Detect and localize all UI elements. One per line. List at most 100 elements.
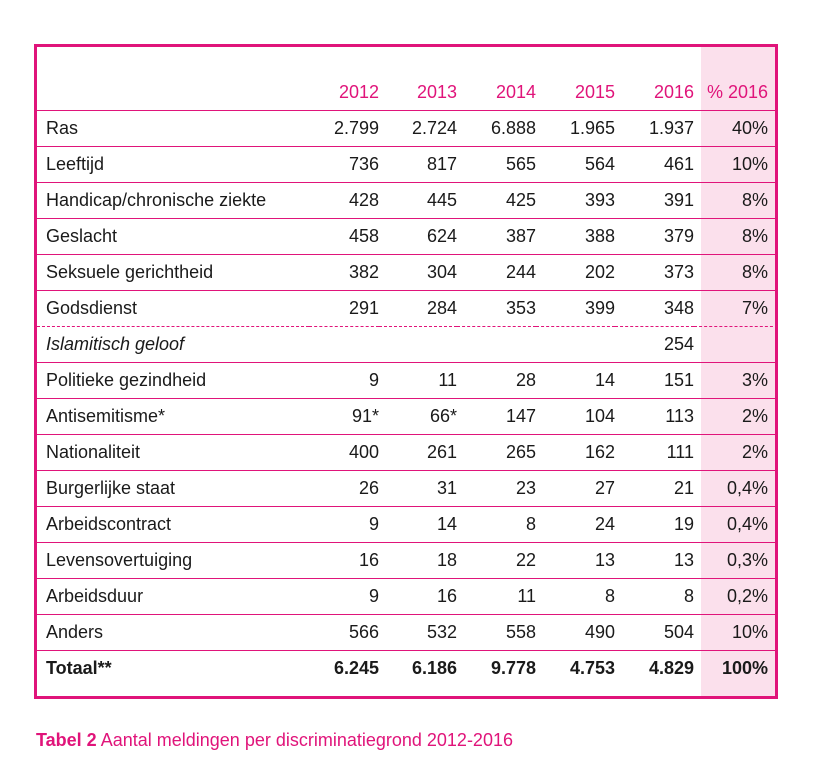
table-row: Levensovertuiging 16 18 22 13 13 0,3%	[37, 542, 775, 579]
percent-cell: 8%	[694, 254, 775, 291]
row-label: Anders	[37, 614, 309, 651]
table-row: Anders 566 532 558 490 504 10%	[37, 614, 775, 651]
value-cell: 66*	[379, 398, 457, 435]
value-cell: 113	[615, 398, 694, 435]
value-cell: 373	[615, 254, 694, 291]
row-label: Geslacht	[37, 218, 309, 255]
value-cell: 736	[309, 146, 379, 183]
value-cell: 6.186	[411, 657, 457, 678]
table-row: Godsdienst 291 284 353 399 348 7%	[37, 290, 775, 327]
value-cell: 624	[379, 218, 457, 255]
value-cell: 387	[457, 218, 536, 255]
value-cell: 2.724	[379, 110, 457, 147]
value-cell: 28	[457, 362, 536, 399]
value-cell: 284	[379, 290, 457, 327]
row-label: Levensovertuiging	[37, 542, 309, 579]
table-frame: 2012 2013 2014 2015 2016 % 2016 Ras 2.799…	[34, 44, 778, 699]
value-cell: 400	[309, 434, 379, 471]
row-label: Islamitisch geloof	[37, 326, 309, 363]
percent-cell	[694, 326, 775, 363]
header-row: 2012 2013 2014 2015 2016 % 2016	[37, 76, 775, 111]
table-row: Antisemitisme* 91* 66* 147 104 113 2%	[37, 398, 775, 435]
percent-cell: 8%	[694, 218, 775, 255]
value-cell: 13	[536, 542, 615, 579]
value-cell: 6.888	[457, 110, 536, 147]
value-cell	[309, 326, 379, 363]
table-row: Burgerlijke staat 26 31 23 27 21 0,4%	[37, 470, 775, 507]
row-label: Antisemitisme*	[37, 398, 309, 435]
percent-cell: 8%	[694, 182, 775, 219]
row-label: Ras	[37, 110, 309, 147]
caption-text: Aantal meldingen per discriminatiegrond …	[100, 730, 513, 750]
value-cell: 353	[457, 290, 536, 327]
value-cell: 2.799	[309, 110, 379, 147]
percent-cell: 2%	[694, 434, 775, 471]
percent-cell: 2%	[694, 398, 775, 435]
value-cell: 254	[615, 326, 694, 363]
value-cell: 566	[309, 614, 379, 651]
percent-cell: 0,3%	[694, 542, 775, 579]
percent-cell: 0,4%	[694, 506, 775, 543]
value-cell: 564	[536, 146, 615, 183]
table-row: Ras 2.799 2.724 6.888 1.965 1.937 40%	[37, 110, 775, 147]
value-cell: 151	[615, 362, 694, 399]
value-cell: 348	[615, 290, 694, 327]
value-cell: 9	[309, 362, 379, 399]
row-label: Godsdienst	[37, 290, 309, 327]
header-2015: 2015	[536, 76, 615, 111]
value-cell: 162	[536, 434, 615, 471]
value-cell: 147	[457, 398, 536, 435]
value-cell	[536, 326, 615, 363]
row-label: Handicap/chronische ziekte	[37, 182, 309, 219]
value-cell: 388	[536, 218, 615, 255]
value-cell: 428	[309, 182, 379, 219]
percent-cell: 0,2%	[694, 578, 775, 615]
value-cell: 558	[457, 614, 536, 651]
value-cell: 8	[615, 578, 694, 615]
value-cell: 21	[615, 470, 694, 507]
row-label: Leeftijd	[37, 146, 309, 183]
value-cell: 9	[309, 506, 379, 543]
caption-number: Tabel 2	[36, 730, 97, 750]
row-label: Totaal**	[46, 657, 112, 678]
value-cell: 111	[615, 434, 694, 471]
value-cell: 817	[379, 146, 457, 183]
header-pct-2016: % 2016	[694, 76, 775, 111]
value-cell: 291	[309, 290, 379, 327]
value-cell: 265	[457, 434, 536, 471]
table-row: Arbeidsduur 9 16 11 8 8 0,2%	[37, 578, 775, 615]
value-cell: 26	[309, 470, 379, 507]
value-cell: 393	[536, 182, 615, 219]
header-2012: 2012	[309, 76, 379, 111]
value-cell: 445	[379, 182, 457, 219]
value-cell: 19	[615, 506, 694, 543]
header-label	[37, 76, 309, 111]
value-cell: 458	[309, 218, 379, 255]
table-row: Totaal** 6.245 6.186 9.778 4.753 4.829 100%	[37, 650, 775, 686]
value-cell: 504	[615, 614, 694, 651]
header-2013: 2013	[379, 76, 457, 111]
value-cell: 379	[615, 218, 694, 255]
value-cell: 104	[536, 398, 615, 435]
header-2014: 2014	[457, 76, 536, 111]
value-cell: 9	[309, 578, 379, 615]
percent-cell: 3%	[694, 362, 775, 399]
value-cell: 11	[457, 578, 536, 615]
percent-cell: 10%	[694, 146, 775, 183]
value-cell: 16	[379, 578, 457, 615]
value-cell: 91*	[309, 398, 379, 435]
table-row: Geslacht 458 624 387 388 379 8%	[37, 218, 775, 255]
value-cell: 1.937	[615, 110, 694, 147]
table-row: Arbeidscontract 9 14 8 24 19 0,4%	[37, 506, 775, 543]
percent-cell: 40%	[694, 110, 775, 147]
value-cell: 461	[615, 146, 694, 183]
percent-cell: 0,4%	[694, 470, 775, 507]
header-2016: 2016	[615, 76, 694, 111]
value-cell: 27	[536, 470, 615, 507]
row-label: Seksuele gerichtheid	[37, 254, 309, 291]
value-cell: 24	[536, 506, 615, 543]
value-cell: 304	[379, 254, 457, 291]
value-cell: 1.965	[536, 110, 615, 147]
value-cell: 244	[457, 254, 536, 291]
percent-cell: 100%	[721, 657, 768, 678]
